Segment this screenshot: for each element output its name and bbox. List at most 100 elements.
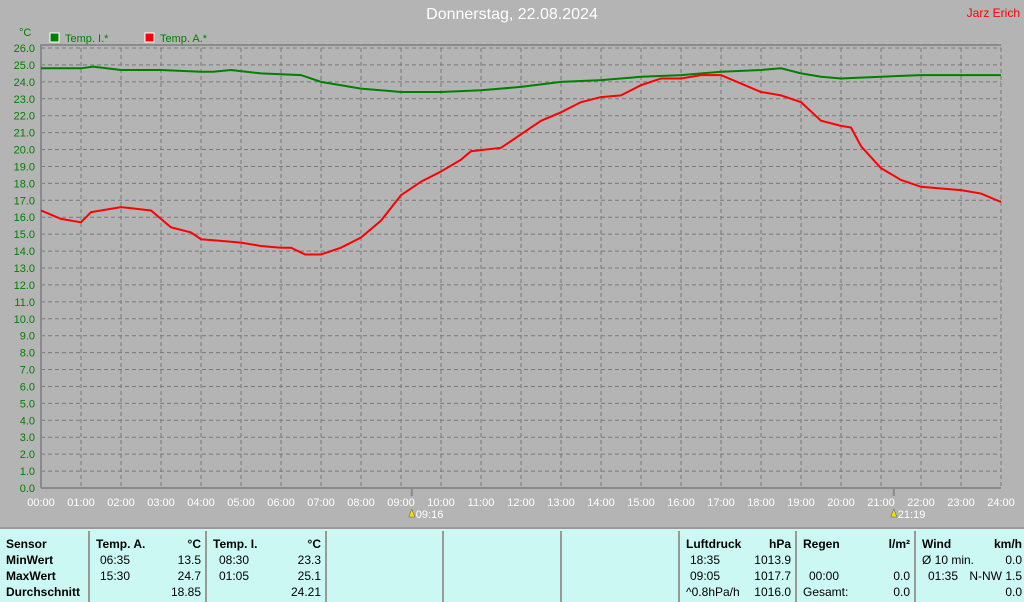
y-tick-label: 4.0 — [20, 415, 35, 427]
x-tick-label: 06:00 — [267, 497, 295, 509]
y-tick-label: 5.0 — [20, 398, 35, 410]
x-tick-label: 12:00 — [507, 497, 535, 509]
row-label-max: MaxWert — [6, 569, 56, 583]
row-label-min: MinWert — [6, 553, 54, 567]
x-tick-label: 10:00 — [427, 497, 455, 509]
pressure-max-time: 09:05 — [690, 569, 721, 583]
temp-i-avg: 24.21 — [290, 585, 321, 599]
pressure-min-time: 18:35 — [690, 553, 721, 567]
sensor-header: Sensor — [6, 537, 47, 551]
sunset-time: 21:19 — [898, 509, 926, 521]
rain-column: Regen l/m² 00:00 0.0 Gesamt: 0.0 — [795, 531, 914, 602]
y-tick-label: 15.0 — [14, 229, 35, 241]
author-label: Jarz Erich — [966, 6, 1020, 20]
x-tick-label: 02:00 — [107, 497, 135, 509]
pressure-unit: hPa — [768, 537, 791, 551]
x-tick-label: 20:00 — [827, 497, 855, 509]
sensor-column: Sensor MinWert MaxWert Durchschnitt — [0, 531, 88, 602]
x-tick-label: 08:00 — [347, 497, 375, 509]
pressure-column: Luftdruck hPa 18:35 1013.9 09:05 1017.7 ^0.… — [678, 531, 795, 602]
pressure-header: Luftdruck — [686, 537, 742, 551]
temp-i-max-time: 01:05 — [219, 569, 250, 583]
row-label-avg: Durchschnitt — [6, 585, 81, 599]
temp-a-min: 13.5 — [177, 553, 201, 567]
y-tick-label: 9.0 — [20, 331, 35, 343]
pressure-current: 1016.0 — [754, 585, 791, 599]
x-tick-label: 17:00 — [707, 497, 735, 509]
rain-value: 0.0 — [893, 569, 910, 583]
x-tick-label: 14:00 — [587, 497, 615, 509]
legend-label: Temp. I.* — [65, 33, 109, 45]
pressure-max: 1017.7 — [754, 569, 791, 583]
x-tick-label: 23:00 — [947, 497, 975, 509]
y-tick-label: 11.0 — [14, 297, 35, 309]
x-tick-label: 19:00 — [787, 497, 815, 509]
wind-column: Wind km/h Ø 10 min. 0.0 01:35 N-NW 1.5 0.0 — [914, 531, 1024, 602]
y-tick-label: 1.0 — [20, 466, 35, 478]
stats-panel: Sensor MinWert MaxWert Durchschnitt Temp… — [0, 527, 1024, 602]
x-tick-label: 03:00 — [147, 497, 175, 509]
temp-a-min-time: 06:35 — [100, 553, 131, 567]
x-tick-label: 21:00 — [867, 497, 895, 509]
y-tick-label: 24.0 — [14, 77, 35, 89]
y-tick-label: 25.0 — [14, 60, 35, 72]
x-tick-label: 01:00 — [67, 497, 95, 509]
y-tick-label: 17.0 — [14, 195, 35, 207]
x-tick-label: 00:00 — [27, 497, 55, 509]
y-tick-label: 6.0 — [20, 381, 35, 393]
x-tick-label: 15:00 — [627, 497, 655, 509]
series-line-temp-a — [40, 74, 1002, 256]
y-tick-label: 22.0 — [14, 111, 35, 123]
legend-swatch — [144, 32, 155, 43]
wind-max: N-NW 1.5 — [969, 569, 1022, 583]
wind-max-time: 01:35 — [928, 569, 959, 583]
y-tick-label: 2.0 — [20, 449, 35, 461]
y-tick-label: 18.0 — [14, 178, 35, 190]
empty-column — [325, 531, 442, 602]
temp-i-column: Temp. I. °C 08:30 23.3 01:05 25.1 24.21 — [205, 531, 325, 602]
pressure-trend: ^0.8hPa/h — [686, 585, 740, 599]
x-tick-label: 22:00 — [907, 497, 935, 509]
y-tick-label: 14.0 — [14, 246, 35, 258]
pressure-min: 1013.9 — [754, 553, 791, 567]
sunrise-time: 09:16 — [416, 509, 444, 521]
rain-total-label: Gesamt: — [803, 585, 849, 599]
wind-current: 0.0 — [1005, 585, 1022, 599]
rain-total: 0.0 — [893, 585, 910, 599]
y-tick-label: 21.0 — [14, 128, 35, 140]
chart-title: Donnerstag, 22.08.2024 — [426, 6, 598, 23]
y-tick-label: 8.0 — [20, 348, 35, 360]
temp-i-header: Temp. I. — [213, 537, 258, 551]
x-tick-label: 24:00 — [987, 497, 1015, 509]
wind-unit: km/h — [993, 537, 1022, 551]
series-line-temp-i — [41, 65, 1001, 93]
x-tick-label: 05:00 — [227, 497, 255, 509]
temperature-chart: 0.0 1.0 2.0 3.0 4.0 5.0 6.0 7.0 8.0 9.0 10.0 11.0 12… — [14, 27, 1015, 521]
y-tick-label: 19.0 — [14, 161, 35, 173]
x-tick-label: 04:00 — [187, 497, 215, 509]
temp-a-max-time: 15:30 — [100, 569, 131, 583]
y-tick-label: 7.0 — [20, 365, 35, 377]
y-tick-label: 10.0 — [14, 314, 35, 326]
x-tick-label: 16:00 — [667, 497, 695, 509]
empty-column — [442, 531, 560, 602]
y-axis-label: °C — [19, 27, 31, 39]
temp-i-min-time: 08:30 — [219, 553, 250, 567]
sunrise-icon — [408, 508, 416, 518]
x-tick-label: 09:00 — [387, 497, 415, 509]
temp-a-header: Temp. A. — [96, 537, 146, 551]
y-tick-label: 23.0 — [14, 94, 35, 106]
temp-a-unit: °C — [187, 537, 201, 551]
rain-time: 00:00 — [809, 569, 840, 583]
y-tick-label: 26.0 — [14, 43, 35, 55]
x-tick-label: 13:00 — [547, 497, 575, 509]
wind-avg-label: Ø 10 min. — [922, 553, 975, 567]
wind-header: Wind — [922, 537, 952, 551]
temp-i-min: 23.3 — [297, 553, 321, 567]
y-tick-label: 16.0 — [14, 212, 35, 224]
legend-label: Temp. A.* — [160, 33, 208, 45]
x-tick-label: 18:00 — [747, 497, 775, 509]
x-tick-label: 07:00 — [307, 497, 335, 509]
rain-header: Regen — [803, 537, 840, 551]
rain-unit: l/m² — [888, 537, 910, 551]
